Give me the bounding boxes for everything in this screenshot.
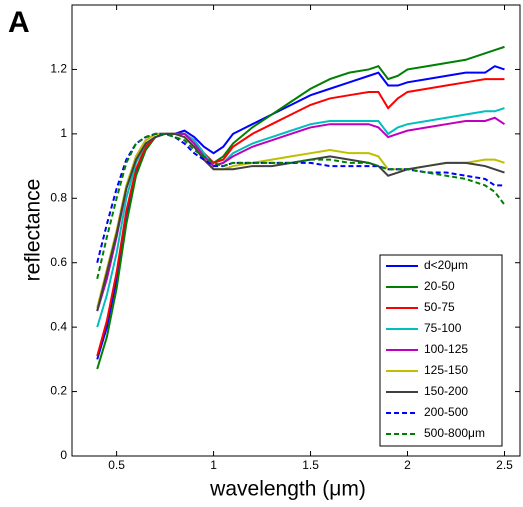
y-tick-label: 0.2 <box>50 384 67 398</box>
y-tick-label: 1.2 <box>50 62 67 76</box>
series-line <box>96 45 505 370</box>
series-line <box>96 132 506 280</box>
x-tick-label: 0.5 <box>108 458 125 472</box>
y-tick-label: 0.8 <box>50 190 67 204</box>
y-tick-label: 0.4 <box>50 319 67 333</box>
legend-label: 150-200 <box>424 384 468 398</box>
panel-label: A <box>8 6 30 39</box>
legend-label: 100-125 <box>424 342 468 356</box>
plot-frame <box>71 4 521 457</box>
x-axis-label: wavelength (μm) <box>209 478 366 501</box>
x-tick-label: 2 <box>404 458 411 472</box>
legend-label: d<20μm <box>424 258 468 272</box>
y-axis-label: reflectance <box>22 179 45 282</box>
x-tick-label: 2.5 <box>496 458 513 472</box>
x-tick-label: 1.5 <box>302 458 319 472</box>
series-line <box>96 78 505 357</box>
series-line <box>96 132 505 312</box>
legend-label: 125-150 <box>424 363 468 377</box>
y-tick-label: 0.6 <box>50 255 67 269</box>
legend-label: 75-100 <box>424 321 462 335</box>
legend-label: 200-500 <box>424 405 468 419</box>
legend-label: 500-800μm <box>424 426 485 440</box>
y-tick-label: 0 <box>60 448 67 462</box>
series-line <box>96 132 505 263</box>
y-tick-label: 1 <box>60 126 67 140</box>
x-tick-label: 1 <box>210 458 217 472</box>
legend-label: 50-75 <box>424 300 455 314</box>
legend-label: 20-50 <box>424 279 455 293</box>
